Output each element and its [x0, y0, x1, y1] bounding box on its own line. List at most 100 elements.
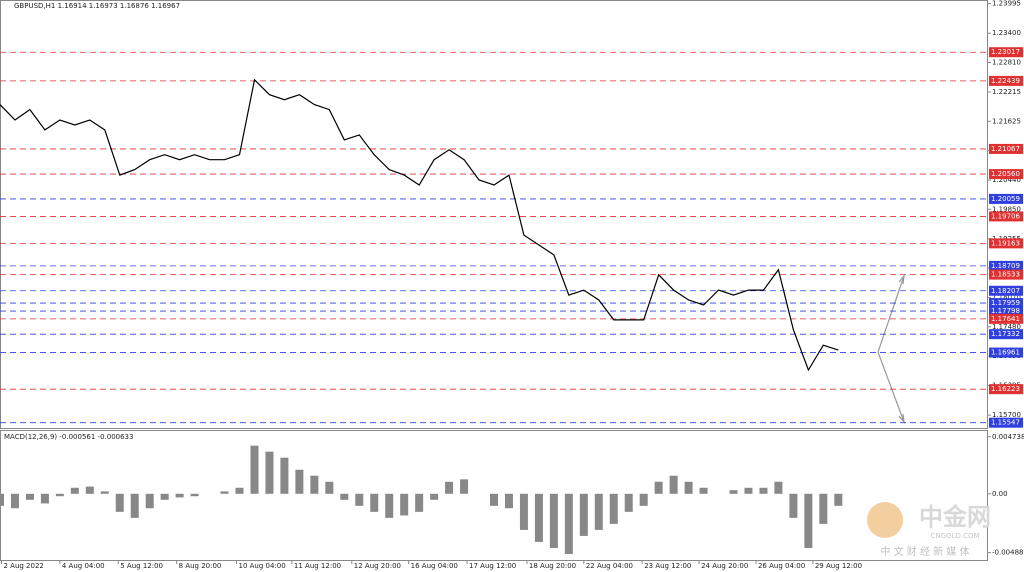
macd-bar — [490, 493, 498, 506]
macd-bar — [579, 493, 588, 536]
level-label-box — [989, 306, 1023, 317]
macd-bar — [160, 493, 169, 500]
x-tick-label: 17 Aug 12:00 — [469, 562, 516, 570]
level-label: 1.23017 — [991, 48, 1020, 56]
macd-bar — [235, 487, 244, 494]
level-label-box — [989, 298, 1023, 309]
macd-bar — [130, 493, 139, 518]
macd-bar — [819, 493, 828, 524]
macd-bar — [834, 493, 843, 506]
level-label: 1.22439 — [991, 77, 1020, 85]
x-tick-label: 23 Aug 12:00 — [644, 562, 691, 570]
arrow-down — [877, 351, 905, 424]
level-label: 1.20059 — [991, 195, 1020, 203]
macd-bar — [699, 487, 708, 494]
y-tick-label: 1.19850 — [992, 205, 1021, 213]
watermark-url: CNGOLD.COM — [930, 532, 979, 540]
macd-bar — [729, 490, 738, 494]
x-tick-label: 16 Aug 04:00 — [411, 562, 458, 570]
macd-bar — [310, 475, 319, 494]
watermark-tagline: 中 文 财 经 新 媒 体 — [880, 545, 969, 558]
y-tick-label: 1.22810 — [992, 58, 1021, 66]
macd-bar — [145, 493, 154, 509]
macd-bar — [220, 491, 229, 494]
macd-bar — [70, 487, 79, 494]
x-tick-label: 5 Aug 12:00 — [120, 562, 163, 570]
level-label-box — [989, 169, 1023, 180]
level-label: 1.16223 — [991, 385, 1020, 393]
level-label: 1.15547 — [991, 419, 1020, 427]
level-label-box — [989, 384, 1023, 395]
level-label: 1.16961 — [991, 349, 1020, 357]
macd-bar — [460, 479, 469, 494]
y-tick-label: 1.20440 — [992, 176, 1021, 184]
macd-bar — [175, 493, 184, 498]
x-tick-label: 8 Aug 20:00 — [179, 562, 222, 570]
level-label-box — [989, 269, 1023, 280]
macd-bar — [415, 493, 424, 512]
level-label-box — [989, 75, 1023, 86]
macd-bar — [639, 493, 648, 506]
level-label: 1.18709 — [991, 262, 1020, 270]
macd-bar — [789, 493, 798, 518]
forecast-arrows — [877, 274, 905, 424]
macd-bar — [519, 493, 528, 530]
macd-bar — [40, 493, 49, 504]
macd-bar — [609, 493, 618, 524]
level-label: 1.17641 — [991, 315, 1020, 323]
macd-bar — [295, 469, 304, 494]
price-line — [0, 78, 839, 372]
level-label-box — [989, 260, 1023, 271]
level-label-box — [989, 329, 1023, 340]
watermark-name: 中金网 — [919, 503, 991, 531]
y-tick-label: 1.18070 — [992, 294, 1021, 302]
macd-bar — [85, 486, 94, 494]
level-label: 1.19706 — [991, 212, 1020, 220]
x-tick-label: 18 Aug 20:00 — [529, 562, 576, 570]
macd-bar — [250, 445, 259, 494]
macd-bar — [684, 481, 693, 494]
chart-title: GBPUSD,H1 1.16914 1.16973 1.16876 1.1696… — [14, 2, 180, 10]
y-tick-label: 1.15700 — [992, 411, 1021, 419]
macd-bar — [340, 493, 349, 500]
macd-title: MACD(12,26,9) -0.000561 -0.000633 — [4, 433, 133, 441]
x-tick-label: 2 Aug 2022 — [3, 562, 43, 570]
macd-tick-label: -0.004889 — [992, 549, 1024, 557]
level-label-box — [989, 238, 1023, 249]
x-tick-label: 10 Aug 04:00 — [239, 562, 286, 570]
macd-bar — [115, 493, 124, 512]
macd-bar — [534, 493, 543, 542]
level-label: 1.19163 — [991, 239, 1020, 247]
level-label: 1.17959 — [991, 299, 1020, 307]
macd-bar — [594, 493, 603, 530]
macd-bar — [55, 493, 64, 497]
macd-bar — [190, 493, 199, 497]
macd-bar — [804, 493, 813, 548]
level-label-box — [989, 193, 1023, 204]
level-label-box — [989, 285, 1023, 296]
level-label-box — [989, 347, 1023, 358]
macd-bar — [774, 481, 783, 494]
macd-bar — [759, 487, 768, 494]
level-label: 1.17332 — [991, 330, 1020, 338]
level-label: 1.21067 — [991, 145, 1020, 153]
x-tick-label: 26 Aug 04:00 — [758, 562, 805, 570]
macd-tick-label: 0.004738 — [992, 433, 1024, 441]
macd-bar — [624, 493, 633, 512]
macd-bar — [744, 487, 753, 494]
macd-bar — [0, 493, 4, 506]
macd-bar — [549, 493, 558, 548]
x-tick-label: 24 Aug 20:00 — [701, 562, 748, 570]
macd-bar — [10, 493, 19, 509]
macd-tick-label: 0.00 — [992, 490, 1008, 498]
macd-bar — [400, 493, 409, 516]
macd-bar — [265, 451, 274, 494]
macd-bar — [25, 493, 34, 500]
level-label: 1.20560 — [991, 170, 1020, 178]
y-tick-label: 1.17480 — [992, 323, 1021, 331]
level-label: 1.18207 — [991, 287, 1020, 295]
level-label: 1.18533 — [991, 271, 1020, 279]
arrow-up — [877, 274, 905, 353]
macd-bar — [564, 493, 573, 554]
